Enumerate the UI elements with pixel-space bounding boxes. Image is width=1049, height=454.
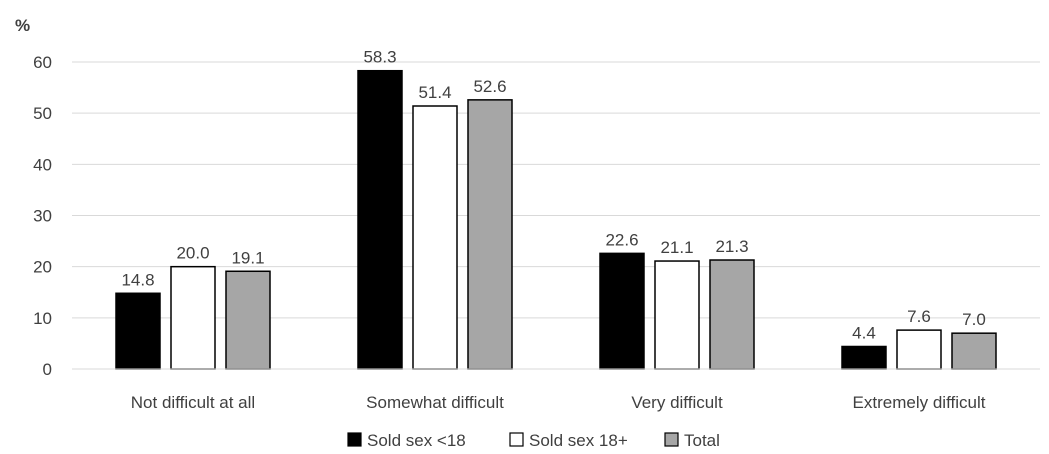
legend-label: Sold sex <18 xyxy=(367,431,466,450)
y-tick-label: 60 xyxy=(33,53,52,72)
data-label: 51.4 xyxy=(418,83,451,102)
legend-swatch xyxy=(347,432,362,447)
y-tick-label: 40 xyxy=(33,155,52,174)
bar xyxy=(654,260,700,370)
bar xyxy=(709,259,755,370)
data-label: 52.6 xyxy=(473,77,506,96)
data-label: 21.3 xyxy=(715,237,748,256)
data-label: 7.6 xyxy=(907,307,931,326)
y-tick-label: 50 xyxy=(33,104,52,123)
x-category-label: Very difficult xyxy=(631,393,723,412)
y-tick-label: 10 xyxy=(33,309,52,328)
legend-swatch xyxy=(664,432,679,447)
bar xyxy=(467,99,513,370)
x-category-label: Extremely difficult xyxy=(853,393,986,412)
bar xyxy=(225,270,271,370)
data-label: 14.8 xyxy=(121,270,154,289)
data-label: 20.0 xyxy=(176,244,209,263)
bar xyxy=(357,69,403,370)
legend-label: Sold sex 18+ xyxy=(529,431,628,450)
data-label: 19.1 xyxy=(231,248,264,267)
legend: Sold sex <18 Sold sex 18+ Total xyxy=(347,431,720,450)
data-label: 7.0 xyxy=(962,310,986,329)
y-tick-label: 0 xyxy=(43,360,52,379)
y-tick-label: 30 xyxy=(33,207,52,226)
bar xyxy=(896,329,942,370)
data-label: 58.3 xyxy=(363,48,396,67)
bar xyxy=(115,292,161,370)
y-axis-tick-labels: 0 10 20 30 40 50 60 xyxy=(33,53,52,379)
bar xyxy=(951,332,997,370)
data-labels: 14.8 20.0 19.1 58.3 51.4 52.6 22.6 21.1 21.3 4.4 7… xyxy=(121,48,985,343)
bar xyxy=(599,252,645,370)
bar-series-group xyxy=(115,69,997,370)
x-category-label: Somewhat difficult xyxy=(366,393,504,412)
x-axis-category-labels: Not difficult at all Somewhat difficult Ve… xyxy=(131,393,986,412)
bar xyxy=(170,265,216,370)
y-tick-label: 20 xyxy=(33,258,52,277)
data-label: 4.4 xyxy=(852,323,876,342)
legend-label: Total xyxy=(684,431,720,450)
gridlines xyxy=(72,61,1040,319)
bar xyxy=(412,105,458,370)
data-label: 21.1 xyxy=(660,238,693,257)
bar xyxy=(841,345,887,370)
y-axis-unit-label: % xyxy=(15,16,30,35)
x-category-label: Not difficult at all xyxy=(131,393,255,412)
data-label: 22.6 xyxy=(605,230,638,249)
legend-swatch xyxy=(509,432,524,447)
